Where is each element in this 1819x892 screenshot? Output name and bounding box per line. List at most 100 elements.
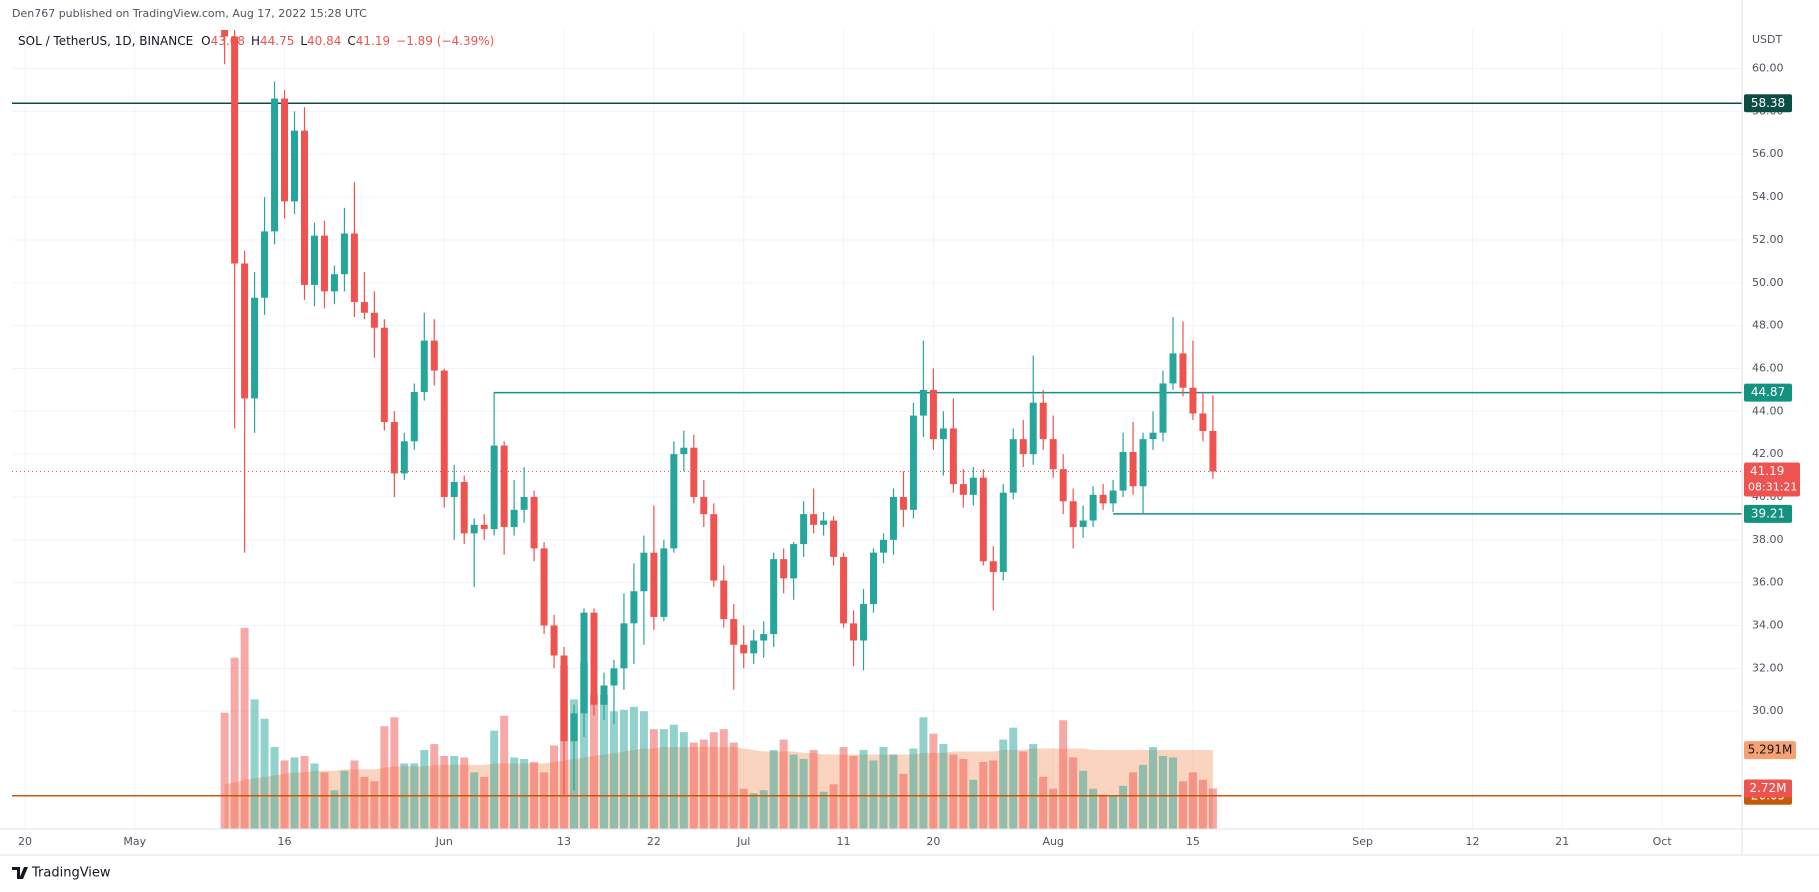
- volume-bar: [619, 709, 628, 829]
- candle-body: [360, 302, 368, 313]
- candle-body: [830, 520, 838, 557]
- x-tick-label: 20: [926, 835, 940, 848]
- candle-body: [989, 561, 997, 572]
- candle-body: [221, 30, 229, 37]
- volume-bar: [689, 742, 698, 829]
- volume-bar: [879, 747, 888, 829]
- volume-bar: [250, 699, 259, 829]
- x-tick-label: Jun: [435, 835, 453, 848]
- candle-body: [241, 263, 249, 399]
- candle-body: [850, 623, 858, 641]
- x-tick-label: Aug: [1042, 835, 1063, 848]
- volume-bar: [460, 757, 469, 829]
- volume-bar: [989, 760, 998, 829]
- volume-bar: [649, 729, 658, 829]
- x-tick-label: 11: [837, 835, 851, 848]
- y-tick-label: 54.00: [1752, 190, 1784, 203]
- candle-body: [870, 552, 877, 605]
- candle-body: [1169, 353, 1177, 384]
- symbol: SOL / TetherUS, 1D, BINANCE: [18, 34, 193, 48]
- candle-body: [1209, 430, 1217, 472]
- volume-bar: [450, 755, 459, 829]
- candle-body: [450, 481, 458, 497]
- volume-bar: [340, 770, 349, 829]
- volume-bar: [969, 779, 978, 829]
- candle-body: [760, 634, 768, 641]
- candle-body: [979, 477, 987, 562]
- candle-body: [750, 640, 758, 654]
- volume-bar: [290, 757, 299, 829]
- volume-bar: [1029, 744, 1038, 829]
- candle-body: [1129, 451, 1137, 487]
- logo: TradingView: [31, 866, 111, 881]
- candle-body: [251, 297, 259, 399]
- volume-bar: [939, 744, 948, 829]
- level-tag: 39.21: [1751, 506, 1785, 520]
- volume-bar: [280, 760, 289, 829]
- candle-body: [879, 539, 887, 553]
- candle-body: [350, 233, 358, 303]
- candle-body: [620, 623, 628, 669]
- candle-body: [430, 340, 438, 371]
- volume-bar: [1079, 770, 1088, 829]
- volume-bar: [709, 732, 718, 829]
- level-tag: 44.87: [1751, 385, 1785, 399]
- candle-body: [600, 685, 608, 705]
- volume-bar: [430, 744, 439, 829]
- volume-bar: [929, 733, 938, 829]
- volume-bar: [1019, 751, 1028, 829]
- candle-body: [310, 235, 318, 285]
- candle-body: [530, 496, 538, 549]
- x-tick-label: 15: [1186, 835, 1200, 848]
- volume-bar: [889, 754, 898, 829]
- volume-bar: [1119, 785, 1128, 829]
- candle-body: [300, 130, 308, 285]
- y-tick-label: 32.00: [1752, 661, 1784, 674]
- candle-body: [550, 625, 558, 656]
- ohlc-value: 41.19: [356, 34, 390, 48]
- volume-bar: [729, 742, 738, 829]
- volume-bar: [510, 757, 519, 829]
- candle-body: [231, 36, 239, 264]
- price-tag-bg: [1744, 462, 1800, 497]
- candle-body: [510, 509, 518, 527]
- price-pane: [12, 30, 1742, 797]
- volume-bar: [739, 788, 748, 829]
- candle-body: [460, 481, 468, 534]
- volume-bar: [859, 750, 868, 829]
- volume-bar: [609, 711, 618, 829]
- candle-body: [1179, 353, 1187, 388]
- level-tag-bg: [1744, 504, 1792, 523]
- candle-body: [889, 496, 897, 540]
- countdown: 08:31:21: [1748, 480, 1797, 493]
- volume-bar: [1039, 776, 1048, 829]
- candle-body: [810, 514, 818, 525]
- candle-body: [1089, 494, 1097, 521]
- volume-bar: [919, 717, 928, 829]
- candle-body: [291, 130, 299, 202]
- volume-ma-tag-bg: [1744, 741, 1796, 760]
- candle-body: [710, 514, 718, 581]
- candle-body: [1079, 520, 1087, 527]
- volume-bar: [949, 754, 958, 829]
- candle-body: [1159, 383, 1167, 433]
- candle-body: [909, 415, 917, 510]
- volume-bar: [999, 739, 1008, 829]
- candle-body: [320, 235, 328, 292]
- volume-bar: [719, 729, 728, 829]
- candle-body: [330, 274, 338, 292]
- y-tick-label: 50.00: [1752, 276, 1784, 289]
- volume-bar: [809, 750, 818, 829]
- candle-body: [390, 422, 398, 474]
- volume-bar: [360, 776, 369, 829]
- volume-bar: [1049, 788, 1058, 829]
- volume-bar: [490, 730, 499, 829]
- volume-bar: [230, 657, 239, 829]
- candle-body: [340, 233, 348, 275]
- candle-body: [840, 556, 848, 624]
- volume-bar: [520, 758, 529, 829]
- candle-body: [490, 445, 498, 530]
- ohlc-value: 43.08: [211, 34, 245, 48]
- volume-bar: [220, 712, 229, 829]
- volume-bar: [799, 758, 808, 829]
